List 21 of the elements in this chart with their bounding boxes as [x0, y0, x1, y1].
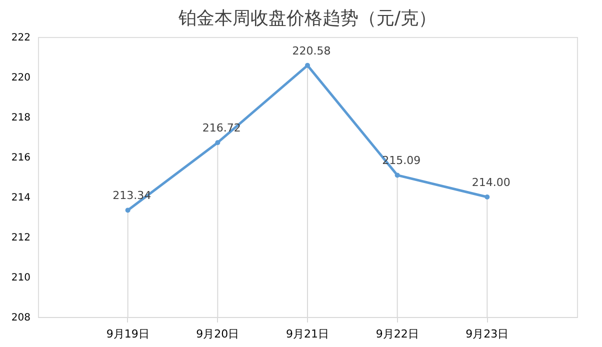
text: 214.00 — [472, 176, 510, 189]
x-tick-label: 9月20日 — [196, 328, 240, 340]
point — [305, 62, 310, 68]
y-tick-label: 222 — [11, 32, 30, 44]
y-tick-label: 214 — [11, 192, 30, 204]
y-tick-label: 212 — [11, 232, 30, 244]
x-tick-label: 9月19日 — [106, 328, 150, 340]
point — [215, 140, 220, 146]
point — [484, 194, 490, 200]
y-tick-label: 208 — [11, 312, 30, 324]
point — [394, 172, 400, 178]
y-tick-label: 220 — [11, 72, 30, 84]
point — [125, 208, 130, 213]
x-tick-label: 9月21日 — [286, 328, 329, 340]
x-tick-label: 9月22日 — [376, 328, 419, 340]
x-tick-label: 9月23日 — [466, 328, 509, 340]
y-tick-label: 216 — [11, 152, 30, 164]
chart-title: 铂金本周收盘价格趋势（元/克） — [177, 8, 437, 29]
y-tick-label: 218 — [11, 112, 30, 124]
text: 220.58 — [292, 44, 331, 58]
y-tick-label: 210 — [11, 272, 30, 284]
